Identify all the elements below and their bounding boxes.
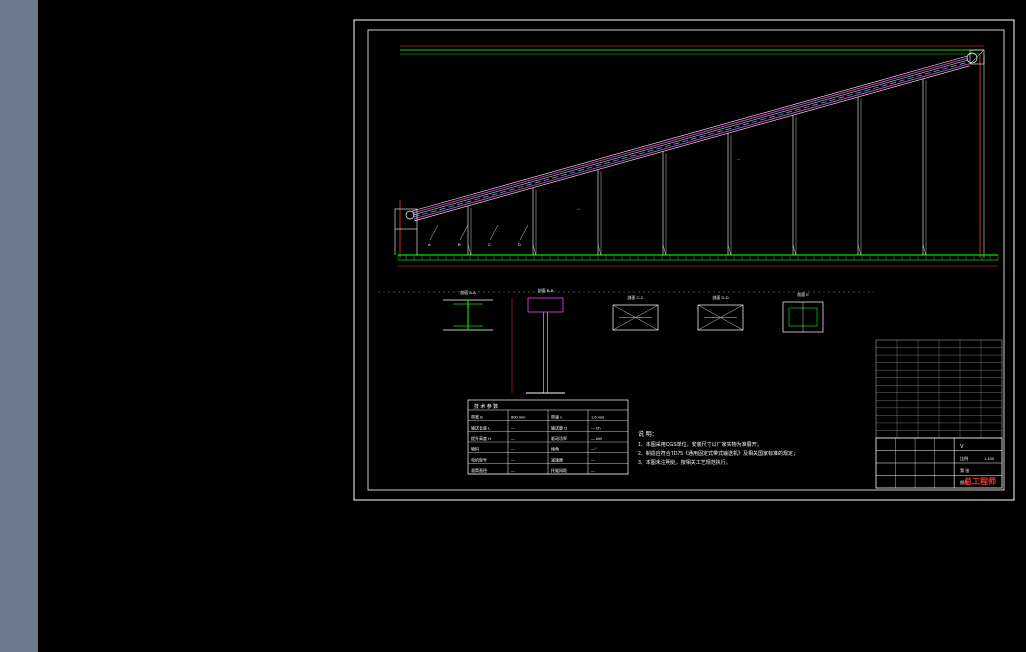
svg-text:→: → — [576, 206, 581, 212]
svg-text:剖面 C-C: 剖面 C-C — [627, 294, 643, 300]
svg-text:驱动功率: 驱动功率 — [551, 435, 567, 441]
svg-text:技 术 参 数: 技 术 参 数 — [474, 403, 498, 410]
svg-text:—: — — [511, 425, 515, 430]
svg-text:—: — — [511, 468, 515, 473]
cad-canvas: ABCD→→剖面 A-A剖面 B-B剖面 C-C剖面 D-D剖面 E技 术 参 … — [38, 0, 1026, 652]
svg-text:—: — — [511, 457, 515, 462]
svg-text:—: — — [511, 436, 515, 441]
svg-text:电机型号: 电机型号 — [471, 456, 487, 462]
svg-text:D: D — [518, 242, 521, 247]
svg-text:A: A — [428, 242, 431, 247]
svg-text:1.6 m/s: 1.6 m/s — [591, 415, 604, 420]
svg-text:减速器: 减速器 — [551, 456, 563, 462]
svg-text:—: — — [591, 468, 595, 473]
svg-text:剖面 B-B: 剖面 B-B — [538, 287, 554, 293]
svg-text:1:100: 1:100 — [984, 456, 995, 461]
svg-text:倾角: 倾角 — [551, 446, 559, 452]
svg-text:比例: 比例 — [960, 455, 968, 461]
svg-text:滚筒直径: 滚筒直径 — [471, 467, 487, 473]
svg-text:— kW: — kW — [591, 436, 602, 441]
svg-text:C: C — [488, 242, 491, 247]
svg-text:第 张: 第 张 — [960, 467, 969, 473]
cad-drawing-svg: ABCD→→剖面 A-A剖面 B-B剖面 C-C剖面 D-D剖面 E技 术 参 … — [38, 0, 1026, 652]
svg-text:输送长度 L: 输送长度 L — [471, 424, 491, 430]
svg-text:V: V — [960, 444, 964, 450]
svg-text:剖面 D-D: 剖面 D-D — [712, 294, 728, 300]
svg-text:总工程师: 总工程师 — [964, 476, 996, 486]
svg-text:—: — — [591, 457, 595, 462]
svg-text:带速 v: 带速 v — [551, 414, 562, 420]
svg-text:B: B — [458, 242, 461, 247]
svg-text:— t/h: — t/h — [591, 425, 601, 430]
svg-text:说 明：: 说 明： — [638, 430, 658, 438]
svg-text:→: → — [736, 156, 741, 162]
svg-text:物料: 物料 — [471, 446, 479, 452]
svg-text:带宽 B: 带宽 B — [471, 414, 483, 420]
svg-text:3、本图未注明处，按相关工艺规范执行。: 3、本图未注明处，按相关工艺规范执行。 — [638, 459, 731, 466]
svg-text:—°: —° — [591, 447, 597, 452]
svg-text:托辊间距: 托辊间距 — [551, 467, 567, 473]
svg-text:—: — — [511, 447, 515, 452]
svg-text:2、制造应符合TD75《通用固定式带式输送机》及相关国家标准: 2、制造应符合TD75《通用固定式带式输送机》及相关国家标准的规定； — [638, 450, 798, 457]
svg-text:提升高度 H: 提升高度 H — [471, 435, 491, 441]
svg-text:800 mm: 800 mm — [511, 415, 526, 420]
svg-text:1、本图采用CGS单位，安装尺寸以厂家实物为准展开；: 1、本图采用CGS单位，安装尺寸以厂家实物为准展开； — [638, 441, 762, 448]
svg-text:输送量 Q: 输送量 Q — [551, 424, 567, 430]
